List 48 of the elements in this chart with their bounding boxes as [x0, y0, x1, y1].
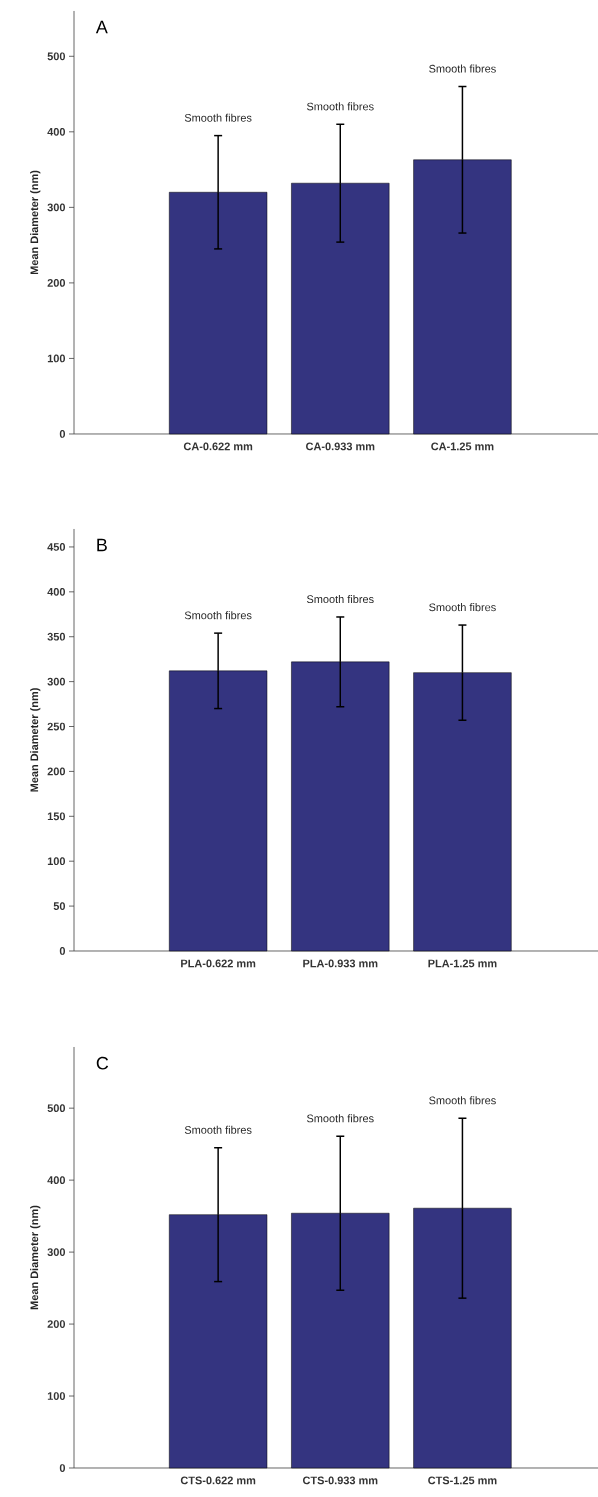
y-tick-label: 300 [47, 677, 65, 686]
x-tick-label: CA-0.933 mm [305, 442, 375, 451]
y-tick-label: 300 [47, 1248, 65, 1256]
y-tick-label: 450 [47, 543, 65, 551]
chart-title: A [95, 20, 108, 34]
y-tick-label: 200 [47, 1320, 65, 1328]
y-axis-title: Mean Diameter (nm) [29, 170, 41, 275]
annotation: Smooth fibres [306, 595, 374, 604]
y-tick-label: 500 [47, 1104, 65, 1113]
y-tick-label: 0 [59, 430, 65, 438]
annotation: Smooth fibres [184, 1125, 252, 1134]
y-tick-label: 500 [47, 52, 65, 61]
annotation: Smooth fibres [428, 64, 496, 73]
annotation: Smooth fibres [428, 1096, 496, 1105]
chart-title: B [97, 538, 107, 552]
x-tick-label: PLA-0.933 mm [303, 959, 378, 968]
x-tick-label: CA-0.622 mm [183, 442, 252, 451]
y-tick-label: 100 [47, 857, 65, 866]
y-tick-label: 100 [47, 354, 65, 363]
y-tick-label: 0 [59, 947, 65, 955]
y-tick-label: 100 [47, 1392, 65, 1400]
bar [168, 192, 268, 435]
bar [290, 182, 390, 435]
chart-title: C [96, 1056, 108, 1070]
annotation: Smooth fibres [306, 102, 374, 111]
y-tick-label: 200 [47, 279, 65, 287]
y-tick-label: 250 [47, 722, 65, 731]
x-tick-label: CTS-1.25 mm [427, 1476, 497, 1485]
annotation: Smooth fibres [184, 113, 252, 122]
y-axis-title: Mean Diameter (nm) [29, 688, 41, 792]
y-tick-label: 0 [59, 1464, 65, 1472]
x-tick-label: CTS-0.622 mm [180, 1476, 255, 1485]
x-tick-label: CA-1.25 mm [431, 442, 494, 451]
y-tick-label: 400 [47, 587, 65, 596]
annotation: Smooth fibres [184, 611, 252, 620]
annotation: Smooth fibres [306, 1114, 374, 1123]
x-tick-label: PLA-1.25 mm [428, 959, 497, 968]
y-tick-label: 50 [53, 902, 65, 910]
y-tick-label: 350 [47, 632, 65, 641]
x-tick-label: CTS-0.933 mm [302, 1476, 378, 1485]
y-tick-label: 200 [47, 767, 65, 776]
y-tick-label: 300 [47, 203, 65, 212]
y-tick-label: 400 [47, 127, 65, 136]
y-tick-label: 400 [47, 1176, 65, 1185]
y-tick-label: 150 [47, 812, 65, 821]
y-axis-title: Mean Diameter (nm) [29, 1205, 41, 1310]
x-tick-label: PLA-0.622 mm [180, 959, 255, 968]
annotation: Smooth fibres [428, 603, 496, 612]
